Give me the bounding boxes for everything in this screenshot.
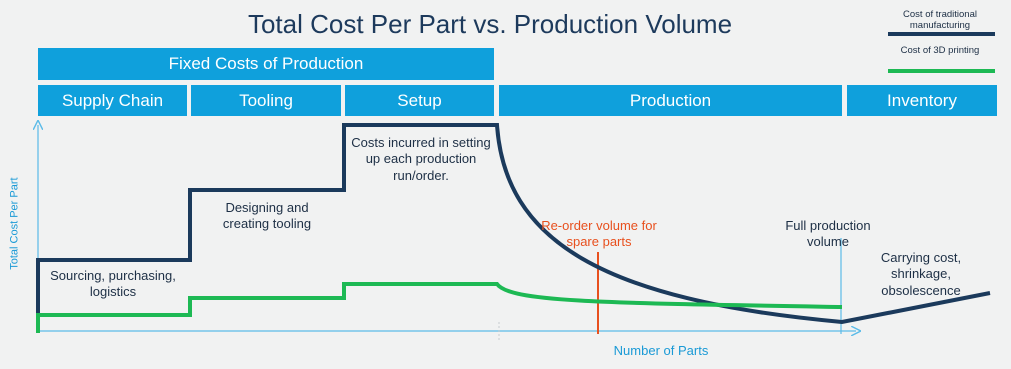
phase: Supply Chain — [38, 85, 187, 116]
annotation: Costs incurred in setting up each produc… — [351, 135, 491, 183]
annotation: Re-order volume for spare parts — [541, 218, 657, 250]
annotation: Sourcing, purchasing, logistics — [50, 268, 176, 300]
annotation: Designing and creating tooling — [222, 200, 312, 232]
printing-curve — [36, 282, 843, 333]
phase: Setup — [345, 85, 494, 116]
x-axis-label: Number of Parts — [613, 343, 709, 358]
phase: Production — [499, 85, 842, 116]
fixed-costs-bar: Fixed Costs of Production — [38, 48, 494, 80]
phase: Tooling — [191, 85, 341, 116]
annotation: Full production volume — [785, 218, 871, 250]
y-axis-label: Total Cost Per Part — [8, 177, 21, 270]
phase: Inventory — [847, 85, 997, 116]
traditional-curve — [36, 123, 991, 333]
legend-label: Cost of 3D printing — [900, 45, 980, 56]
annotation: Carrying cost, shrinkage, obsolescence — [880, 250, 962, 298]
title: Total Cost Per Part vs. Production Volum… — [247, 9, 733, 39]
legend-label: Cost of traditional manufacturing — [903, 9, 977, 32]
